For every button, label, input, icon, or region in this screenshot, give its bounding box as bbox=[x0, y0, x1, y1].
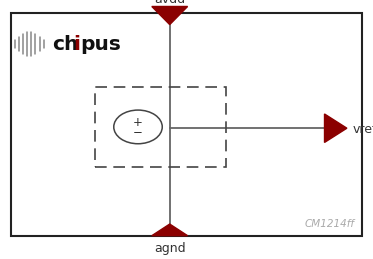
Text: i: i bbox=[73, 34, 80, 54]
Text: CM1214ff: CM1214ff bbox=[304, 219, 354, 229]
Text: vref_out: vref_out bbox=[352, 122, 373, 135]
Polygon shape bbox=[152, 224, 188, 236]
Text: ch: ch bbox=[52, 34, 79, 54]
Text: agnd: agnd bbox=[154, 242, 185, 255]
Bar bbox=[95, 87, 226, 167]
Bar bbox=[11, 13, 362, 236]
Text: −: − bbox=[133, 126, 143, 139]
Polygon shape bbox=[325, 114, 347, 142]
Text: +: + bbox=[133, 116, 143, 129]
Circle shape bbox=[114, 110, 162, 144]
Polygon shape bbox=[152, 6, 188, 25]
Text: pus: pus bbox=[80, 34, 121, 54]
Text: avdd: avdd bbox=[154, 0, 185, 6]
